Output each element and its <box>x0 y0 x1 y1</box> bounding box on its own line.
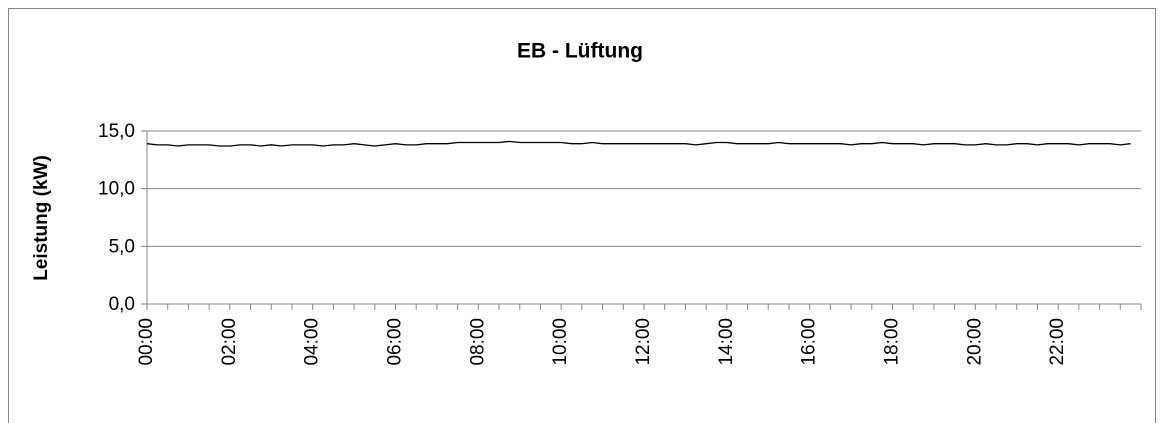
x-tick-label: 14:00 <box>716 318 737 366</box>
chart-border <box>8 8 1156 423</box>
x-tick-label: 18:00 <box>882 318 903 366</box>
y-tick-label: 5,0 <box>109 236 135 257</box>
x-tick-label: 16:00 <box>799 318 820 366</box>
x-tick-label: 10:00 <box>550 318 571 366</box>
y-tick-label: 15,0 <box>98 121 135 142</box>
x-tick-label: 08:00 <box>467 318 488 366</box>
y-tick-label: 0,0 <box>109 294 135 315</box>
x-tick-label: 12:00 <box>633 318 654 366</box>
x-tick-label: 20:00 <box>964 318 985 366</box>
x-tick-label: 22:00 <box>1047 318 1068 366</box>
x-tick-label: 06:00 <box>385 318 406 366</box>
chart-title: EB - Lüftung <box>517 40 643 63</box>
x-tick-label: 04:00 <box>302 318 323 366</box>
x-tick-label: 02:00 <box>219 318 240 366</box>
y-axis-label: Leistung (kW) <box>31 155 52 281</box>
y-tick-label: 10,0 <box>98 179 135 200</box>
line <box>146 140 1131 147</box>
x-tick-label: 00:00 <box>136 318 157 366</box>
